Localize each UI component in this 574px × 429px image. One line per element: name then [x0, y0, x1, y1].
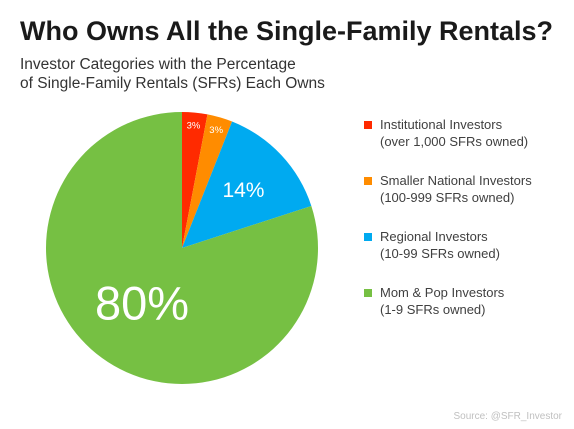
legend-label-mom-pop: Mom & Pop Investors	[380, 285, 505, 300]
pie-label-mom-pop: 80%	[95, 277, 189, 330]
pie-slice-mom-pop	[46, 112, 319, 384]
legend-label-smaller-national: Smaller National Investors	[380, 173, 532, 188]
legend: Institutional Investors (over 1,000 SFRs…	[364, 116, 564, 340]
pie-label-institutional: 3%	[187, 121, 201, 132]
pie-label-regional: 14%	[222, 179, 264, 202]
legend-text-institutional: Institutional Investors (over 1,000 SFRs…	[380, 116, 528, 150]
legend-text-regional: Regional Investors (10-99 SFRs owned)	[380, 228, 500, 262]
legend-swatch-smaller-national	[364, 177, 372, 185]
pie-slice-institutional	[182, 112, 208, 248]
legend-label-institutional: Institutional Investors	[380, 117, 503, 132]
pie-slice-smaller-national	[182, 114, 233, 248]
legend-label-regional: Regional Investors	[380, 229, 488, 244]
subtitle-line-2: of Single-Family Rentals (SFRs) Each Own…	[20, 75, 325, 92]
legend-detail-institutional: (over 1,000 SFRs owned)	[380, 134, 529, 149]
legend-detail-mom-pop: (1-9 SFRs owned)	[380, 302, 486, 317]
legend-detail-smaller-national: (100-999 SFRs owned)	[380, 190, 515, 205]
legend-swatch-regional	[364, 233, 372, 241]
pie-slice-regional	[182, 121, 312, 248]
legend-item-regional: Regional Investors (10-99 SFRs owned)	[364, 228, 564, 284]
subtitle: Investor Categories with the Percentage …	[20, 55, 380, 93]
subtitle-line-1: Investor Categories with the Percentage	[20, 56, 296, 73]
legend-text-mom-pop: Mom & Pop Investors (1-9 SFRs owned)	[380, 284, 504, 318]
legend-swatch-mom-pop	[364, 289, 372, 297]
legend-swatch-institutional	[364, 121, 372, 129]
pie-label-smaller-national: 3%	[209, 125, 223, 136]
legend-item-institutional: Institutional Investors (over 1,000 SFRs…	[364, 116, 564, 172]
legend-text-smaller-national: Smaller National Investors (100-999 SFRs…	[380, 172, 532, 206]
legend-item-smaller-national: Smaller National Investors (100-999 SFRs…	[364, 172, 564, 228]
page-title: Who Owns All the Single-Family Rentals?	[20, 16, 554, 46]
source-note: Source: @SFR_Investor	[453, 411, 562, 422]
legend-detail-regional: (10-99 SFRs owned)	[380, 246, 500, 261]
legend-item-mom-pop: Mom & Pop Investors (1-9 SFRs owned)	[364, 284, 564, 340]
